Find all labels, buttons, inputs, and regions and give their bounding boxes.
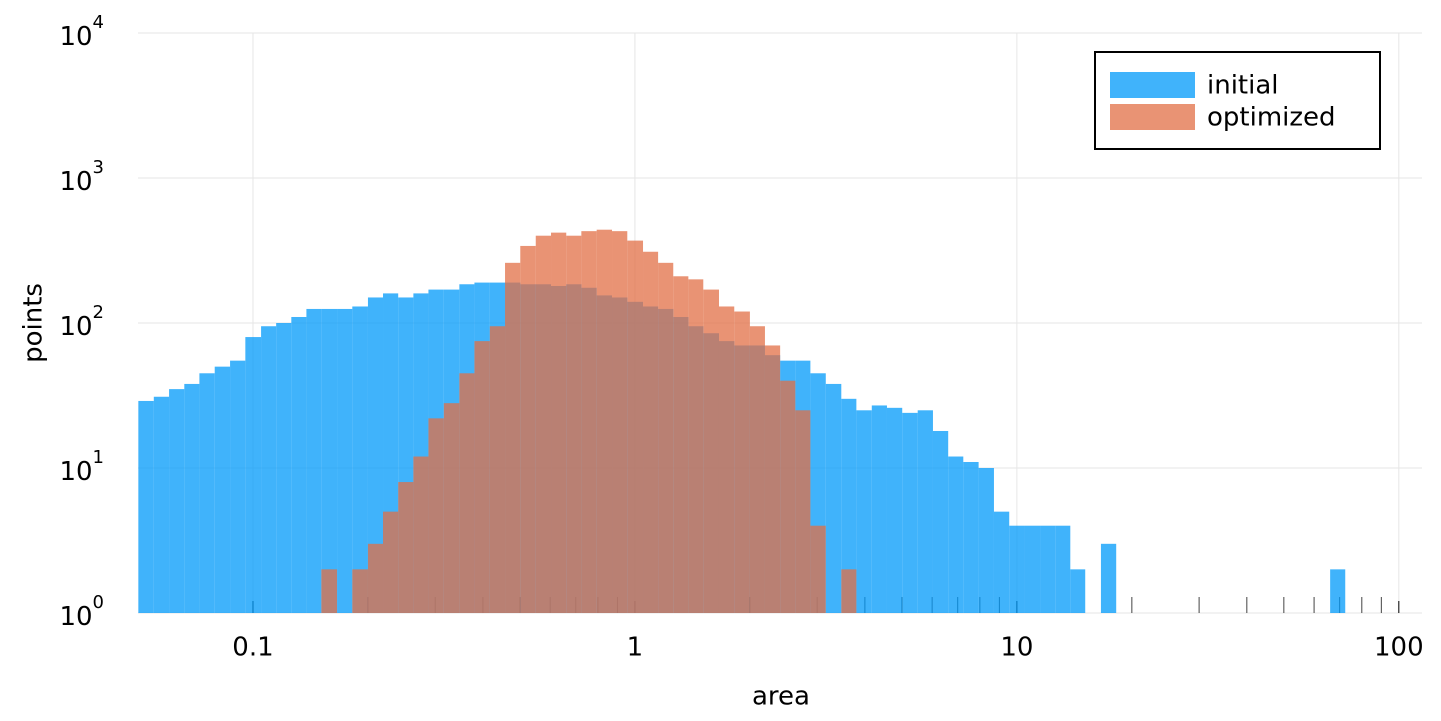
- histogram-bar: [856, 410, 872, 613]
- histogram-bar: [1024, 525, 1041, 613]
- histogram-bar: [703, 289, 719, 613]
- y-tick-base: 10: [59, 167, 92, 197]
- legend-swatch: [1110, 72, 1195, 98]
- histogram-bar: [978, 468, 994, 613]
- x-tick-label: 1: [627, 633, 644, 663]
- histogram-bar: [1100, 543, 1117, 613]
- legend-label: initial: [1207, 71, 1279, 101]
- legend-box: [1094, 51, 1381, 150]
- y-axis-label: points: [19, 283, 49, 363]
- y-tick-base: 10: [59, 457, 92, 487]
- y-tick-exponent: 4: [93, 12, 104, 33]
- histogram-bar: [810, 525, 826, 613]
- legend-label: optimized: [1207, 103, 1336, 133]
- histogram-bar: [581, 231, 597, 613]
- y-tick-exponent: 3: [93, 157, 104, 178]
- histogram-bar: [352, 306, 368, 613]
- histogram-bar: [643, 251, 659, 613]
- histogram-bar: [184, 383, 200, 613]
- histogram-bar: [306, 308, 322, 613]
- histogram-bar: [199, 373, 215, 613]
- histogram-bar: [596, 229, 613, 614]
- histogram-bar: [443, 403, 460, 613]
- histogram-bar: [474, 341, 490, 613]
- histogram-bar: [352, 569, 368, 613]
- histogram-bar: [993, 511, 1010, 613]
- y-tick-label: 101: [59, 447, 104, 487]
- histogram-bar: [780, 380, 796, 613]
- histogram-bar: [398, 482, 414, 613]
- histogram-bar: [551, 232, 567, 613]
- y-tick-label: 100: [59, 592, 104, 632]
- histogram-bar: [337, 308, 353, 613]
- histogram-bar: [413, 456, 429, 613]
- histogram-bar: [291, 316, 307, 613]
- histogram-bar: [841, 569, 857, 613]
- histogram-bar: [627, 240, 644, 613]
- x-axis-label: area: [752, 682, 810, 712]
- y-tick-base: 10: [59, 312, 92, 342]
- histogram-bar: [535, 235, 552, 613]
- histogram-bar: [871, 405, 887, 613]
- histogram-bar: [321, 569, 338, 613]
- y-tick-base: 10: [59, 22, 92, 52]
- y-tick-exponent: 0: [93, 592, 104, 613]
- histogram-bar: [214, 366, 231, 613]
- histogram-bar: [428, 418, 444, 613]
- histogram-bar: [1040, 525, 1056, 613]
- histogram-bar: [886, 407, 903, 613]
- y-tick-label: 103: [59, 157, 104, 197]
- histogram-bar: [1009, 525, 1025, 613]
- histogram-bar: [948, 456, 964, 613]
- histogram-bar: [795, 410, 811, 613]
- histogram-bar: [230, 360, 246, 613]
- y-tick-exponent: 1: [93, 447, 104, 468]
- histogram-bar: [917, 410, 933, 613]
- histogram-bar: [169, 389, 185, 613]
- y-tick-label: 104: [59, 12, 104, 52]
- histogram-bar: [367, 297, 384, 613]
- histogram-bar: [825, 383, 842, 613]
- y-tick-base: 10: [59, 602, 92, 632]
- y-tick-label: 102: [59, 302, 104, 342]
- histogram-bar: [932, 430, 949, 613]
- histogram-bar: [261, 326, 277, 613]
- histogram-bar: [688, 279, 704, 613]
- histogram-bar: [612, 231, 628, 613]
- x-tick-label: 0.1: [232, 633, 273, 663]
- histogram-bar: [520, 245, 536, 614]
- histogram-bar: [459, 373, 475, 613]
- histogram-bar: [734, 311, 750, 613]
- histogram-bar: [245, 337, 262, 613]
- histogram-bar: [505, 262, 521, 613]
- legend-swatch: [1110, 104, 1195, 130]
- histogram-bar: [963, 461, 979, 613]
- y-tick-exponent: 2: [93, 302, 104, 323]
- histogram-bar: [321, 308, 338, 613]
- histogram-bar: [718, 306, 735, 613]
- histogram-bar: [841, 398, 857, 613]
- histogram-bar: [673, 276, 689, 613]
- histogram-bar: [658, 262, 674, 613]
- histogram-bar: [902, 412, 918, 613]
- histogram-bar: [1070, 569, 1086, 613]
- x-tick-label: 100: [1374, 633, 1424, 663]
- histogram-bar: [367, 543, 384, 613]
- histogram-bar: [1330, 569, 1346, 613]
- histogram-bar: [1055, 525, 1071, 613]
- histogram-bar: [383, 511, 399, 613]
- histogram-bar: [276, 323, 292, 613]
- x-tick-label: 10: [1000, 633, 1033, 663]
- histogram-bar: [489, 326, 506, 613]
- histogram-bar: [566, 235, 582, 613]
- histogram-bar: [749, 326, 765, 613]
- histogram-bar: [764, 345, 781, 613]
- histogram-bar: [138, 400, 154, 613]
- histogram-bar: [153, 396, 170, 613]
